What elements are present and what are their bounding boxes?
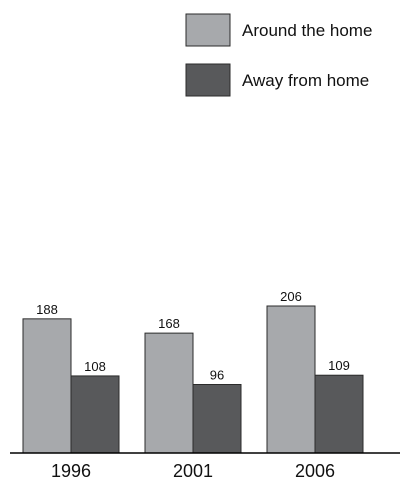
legend-swatch-around-the-home bbox=[185, 13, 231, 47]
data-label-around-the-home-2001: 168 bbox=[158, 316, 180, 331]
legend-label-away-from-home: Away from home bbox=[242, 71, 369, 90]
bar-around-the-home-2006 bbox=[266, 305, 316, 454]
x-tick-label-2001: 2001 bbox=[173, 461, 213, 480]
legend: Around the home Away from home bbox=[185, 13, 372, 97]
bars-layer: 188 108 168 96 206 109 bbox=[22, 289, 364, 454]
bar-away-from-home-2006 bbox=[314, 374, 364, 454]
data-label-away-from-home-2001: 96 bbox=[210, 367, 224, 382]
data-label-around-the-home-2006: 206 bbox=[280, 289, 302, 304]
bar-away-from-home-1996 bbox=[70, 375, 120, 454]
x-tick-label-1996: 1996 bbox=[51, 461, 91, 480]
data-label-away-from-home-2006: 109 bbox=[328, 358, 350, 373]
legend-label-around-the-home: Around the home bbox=[242, 21, 372, 40]
x-tick-label-2006: 2006 bbox=[295, 461, 335, 480]
data-label-around-the-home-1996: 188 bbox=[36, 302, 58, 317]
x-tick-labels: 1996 2001 2006 bbox=[51, 461, 335, 480]
bar-around-the-home-2001 bbox=[144, 332, 194, 454]
data-label-away-from-home-1996: 108 bbox=[84, 359, 106, 374]
bar-around-the-home-1996 bbox=[22, 318, 72, 454]
legend-swatch-away-from-home bbox=[185, 63, 231, 97]
bar-away-from-home-2001 bbox=[192, 383, 242, 454]
